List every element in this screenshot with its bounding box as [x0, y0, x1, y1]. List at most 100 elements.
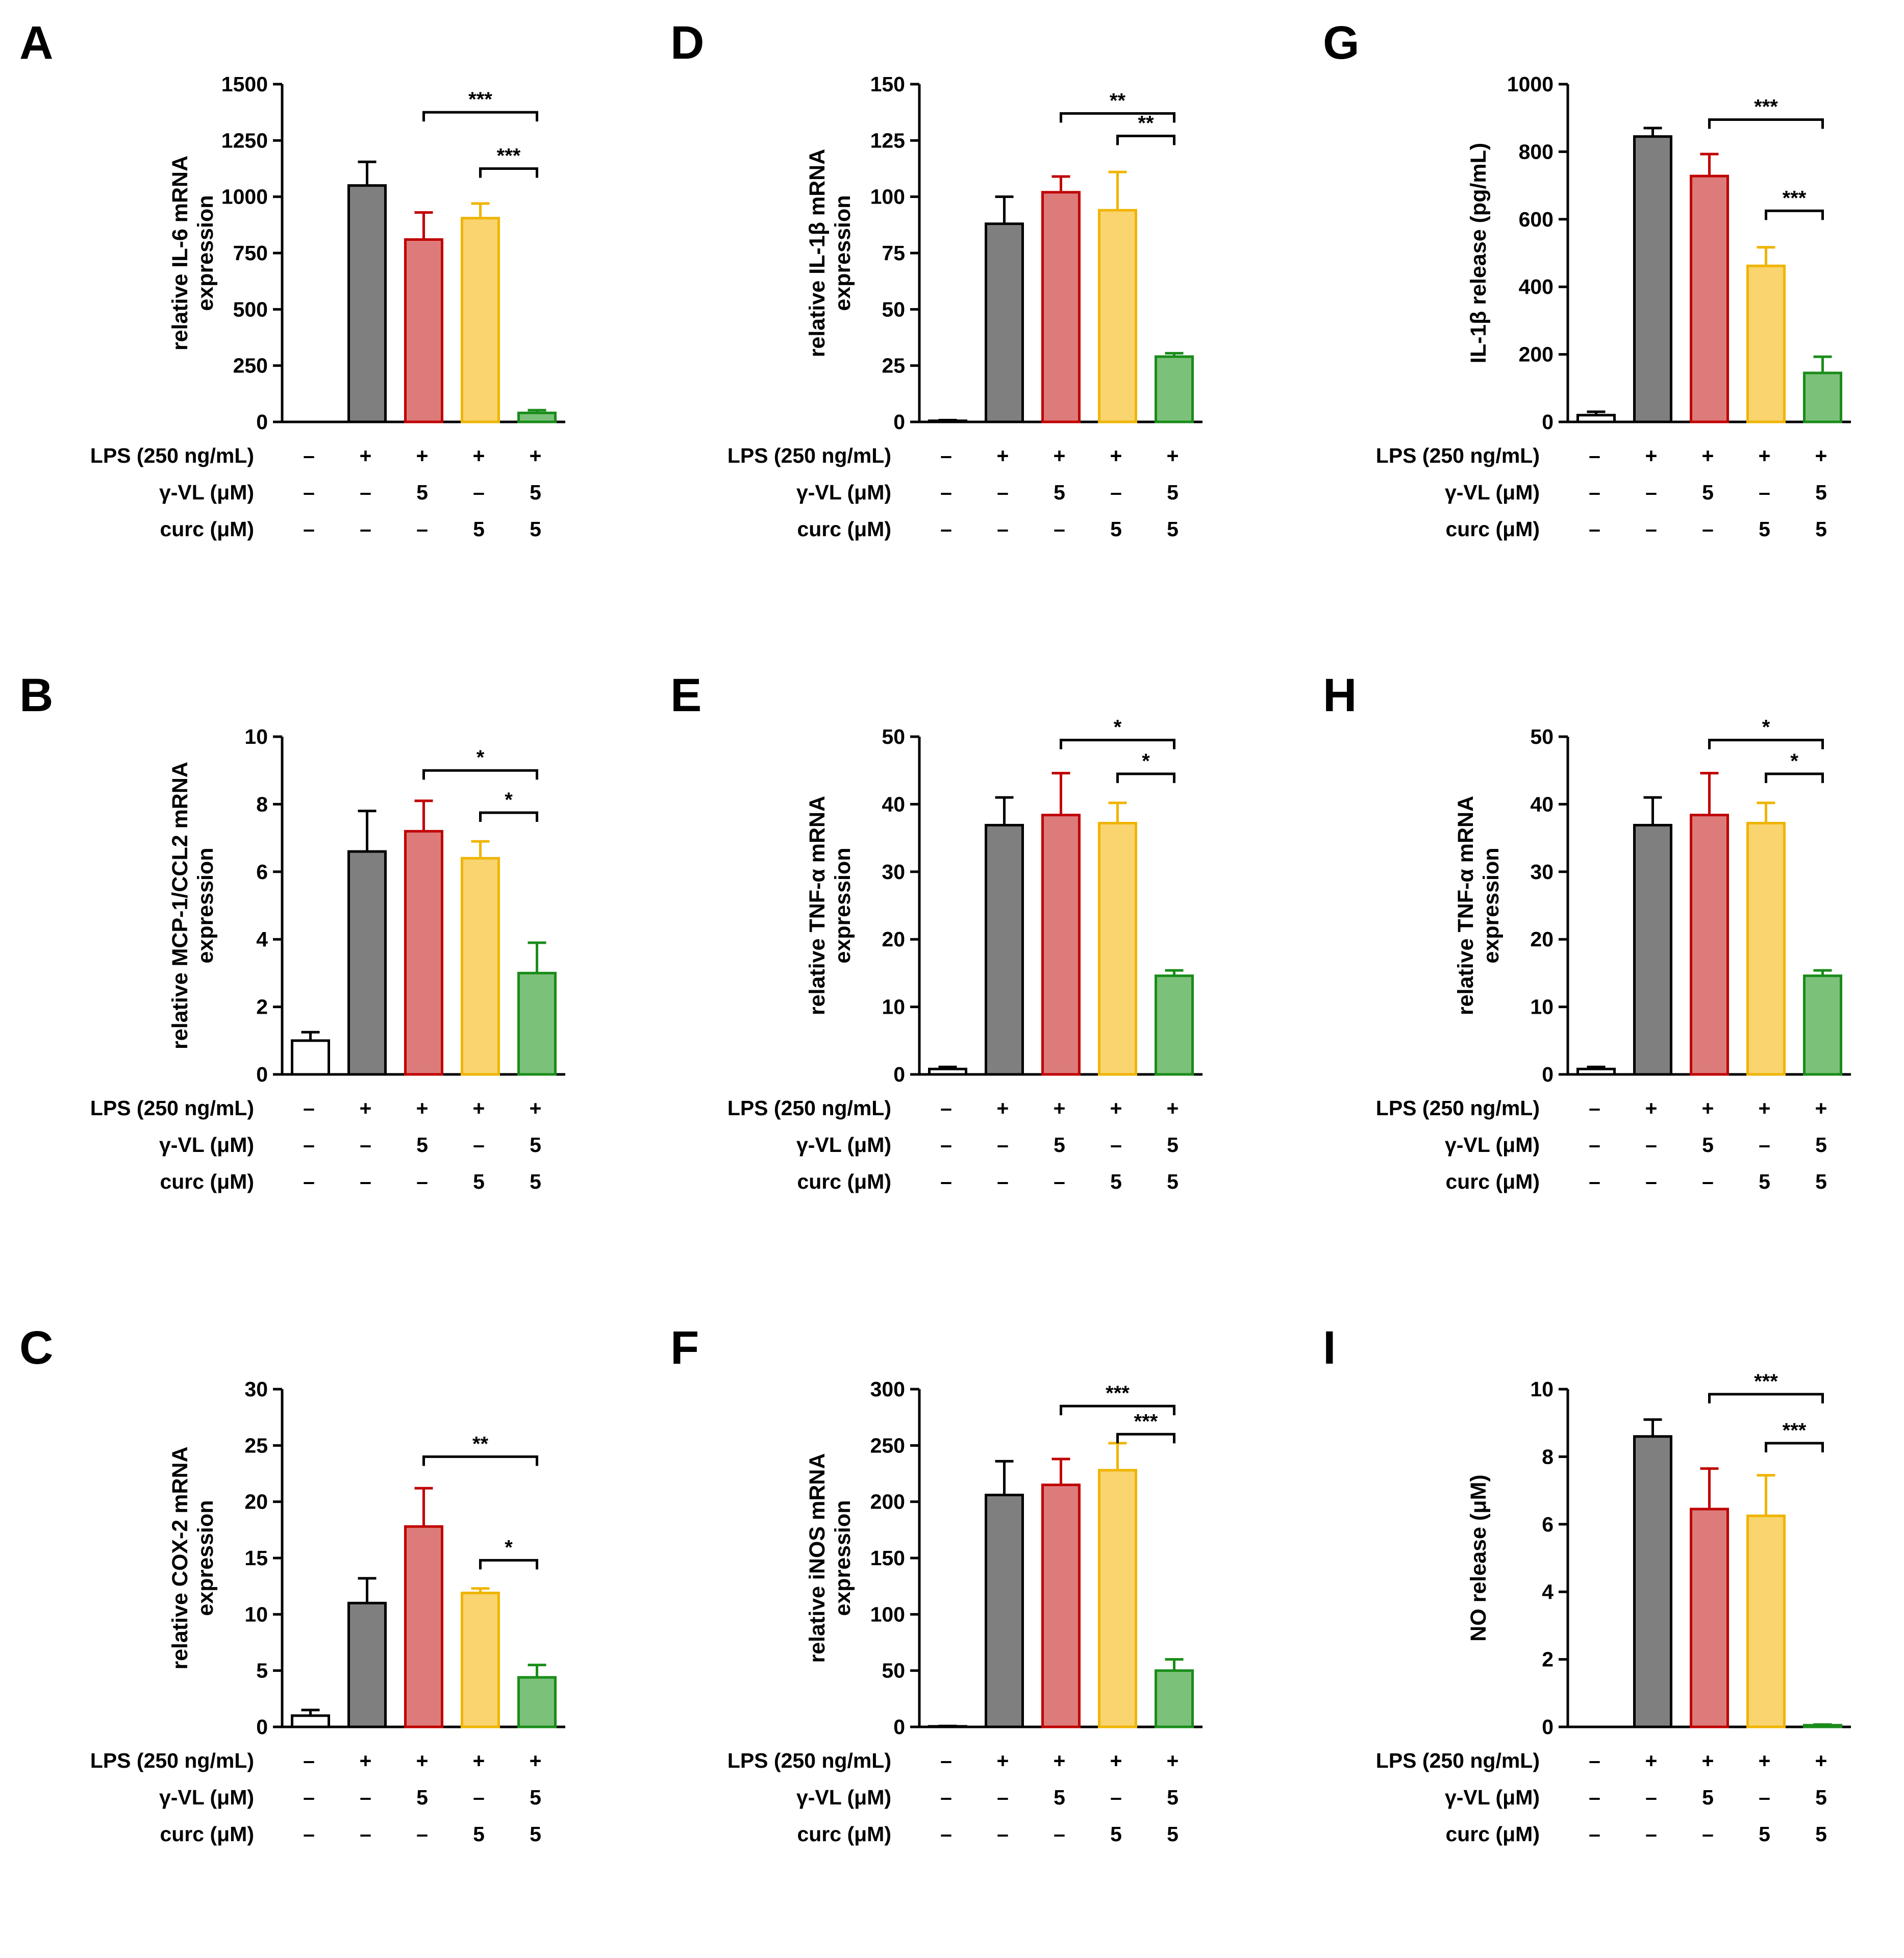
bar — [1633, 135, 1672, 423]
bar — [1746, 264, 1786, 423]
treatment-row-label: γ-VL (μM) — [159, 481, 254, 504]
treatment-cell: – — [1759, 481, 1770, 504]
bar — [404, 830, 443, 1076]
treatment-row-label: γ-VL (μM) — [159, 1786, 254, 1809]
treatment-row-label: curc (μM) — [1445, 1822, 1540, 1846]
chart-b: 0 2 4 6 8 10 relative MCP-1/CCL2 mRNA expressio… — [90, 725, 565, 1193]
panel-a: A 0 250 500 750 1000 1250 1500 relative IL-6 mR… — [0, 0, 635, 652]
significance-label: * — [1114, 716, 1122, 739]
treatment-cell: – — [303, 444, 315, 467]
y-axis-label: expression — [831, 195, 855, 311]
treatment-cell: – — [1054, 1822, 1065, 1846]
y-axis-label: expression — [831, 847, 855, 963]
chart-e: 0 10 20 30 40 50 relative TNF-α mRNA expression… — [728, 716, 1202, 1193]
treatment-cell: + — [360, 444, 372, 467]
treatment-cell: – — [997, 517, 1009, 541]
treatment-cell: – — [1110, 481, 1122, 504]
y-tick-label: 0 — [893, 1715, 905, 1739]
y-axis-label: expression — [193, 1500, 218, 1616]
treatment-cell: – — [1589, 1133, 1600, 1157]
treatment-cell: – — [1702, 1822, 1714, 1846]
chart-f: 0 50 100 150 200 250 300 relative iNOS mRNA expr… — [728, 1377, 1202, 1846]
treatment-cell: – — [1645, 1822, 1657, 1846]
panel-letter: F — [670, 1322, 699, 1374]
treatment-row-label: curc (μM) — [160, 517, 254, 541]
treatment-cell: – — [1589, 444, 1600, 467]
y-tick-label: 6 — [256, 860, 268, 884]
y-tick-label: 100 — [870, 185, 905, 209]
treatment-row-label: curc (μM) — [1445, 517, 1540, 541]
treatment-cell: – — [360, 1786, 371, 1809]
treatment-cell: – — [1589, 1170, 1600, 1193]
treatment-cell: 5 — [1167, 1170, 1179, 1193]
treatment-cell: – — [997, 481, 1009, 504]
treatment-row-label: γ-VL (μM) — [159, 1133, 254, 1157]
chart-c: 0 5 10 15 20 25 30 relative COX-2 mRNA expressio… — [90, 1377, 565, 1846]
bar — [1690, 814, 1729, 1076]
treatment-cell: – — [303, 1822, 315, 1846]
treatment-row-label: γ-VL (μM) — [796, 481, 891, 504]
treatment-cell: – — [1589, 1096, 1600, 1120]
y-tick-label: 50 — [882, 297, 905, 321]
y-axis-label: relative COX-2 mRNA — [168, 1446, 192, 1669]
treatment-cell: + — [1815, 1096, 1827, 1120]
y-tick-label: 10 — [1530, 1377, 1554, 1401]
treatment-cell: + — [1054, 1749, 1066, 1772]
treatment-cell: – — [1645, 1786, 1657, 1809]
treatment-cell: 5 — [1702, 1133, 1714, 1157]
significance-bracket — [1116, 1433, 1175, 1444]
treatment-cell: – — [360, 1170, 371, 1193]
y-axis-label: expression — [193, 195, 218, 311]
y-axis-label: expression — [193, 847, 218, 963]
treatment-cell: 5 — [530, 517, 541, 541]
treatment-cell: – — [940, 1749, 952, 1772]
treatment-cell: 5 — [1815, 1170, 1827, 1193]
significance-bracket — [1708, 118, 1824, 129]
treatment-cell: + — [997, 1749, 1009, 1772]
treatment-cell: – — [997, 1170, 1009, 1193]
bar — [1633, 1435, 1672, 1728]
treatment-cell: – — [1589, 481, 1600, 504]
y-axis-label: relative MCP-1/CCL2 mRNA — [168, 762, 192, 1049]
treatment-cell: 5 — [1702, 481, 1714, 504]
y-tick-label: 800 — [1519, 140, 1554, 163]
bar — [347, 184, 387, 423]
treatment-cell: 5 — [530, 1822, 541, 1846]
treatment-cell: + — [1759, 1749, 1771, 1772]
treatment-cell: + — [530, 1749, 542, 1772]
treatment-cell: – — [940, 517, 952, 541]
bar — [291, 1714, 330, 1728]
treatment-cell: – — [303, 517, 315, 541]
panel-i: I 0 2 4 6 8 10 NO release (μM) *** *** LPS (250 n… — [1269, 1305, 1904, 1957]
y-tick-label: 2 — [256, 995, 268, 1019]
treatment-cell: + — [473, 444, 485, 467]
significance-label: * — [1790, 750, 1798, 772]
significance-bracket — [1060, 1404, 1175, 1416]
significance-bracket — [1060, 739, 1175, 749]
treatment-row-label: γ-VL (μM) — [1445, 1786, 1540, 1809]
treatment-cell: 5 — [530, 1170, 541, 1193]
y-tick-label: 20 — [1530, 927, 1554, 951]
bar — [1746, 1514, 1786, 1728]
treatment-cell: 5 — [473, 517, 485, 541]
treatment-cell: 5 — [1815, 481, 1827, 504]
y-axis-label: NO release (μM) — [1466, 1474, 1491, 1641]
y-tick-label: 125 — [870, 129, 905, 152]
treatment-row-label: LPS (250 ng/mL) — [1376, 1749, 1540, 1772]
treatment-cell: – — [997, 1133, 1009, 1157]
y-axis-label: expression — [1479, 847, 1504, 963]
treatment-cell: + — [1054, 444, 1066, 467]
panel-letter: A — [19, 17, 54, 69]
treatment-cell: + — [1759, 444, 1771, 467]
treatment-cell: – — [416, 517, 428, 541]
y-axis-label: relative TNF-α mRNA — [1454, 796, 1478, 1015]
bar — [1155, 1669, 1194, 1728]
y-tick-label: 10 — [244, 725, 268, 748]
treatment-cell: 5 — [473, 1822, 485, 1846]
y-tick-label: 25 — [882, 354, 905, 378]
panel-e: E 0 10 20 30 40 50 relative TNF-α mRNA expressi… — [635, 652, 1269, 1305]
significance-label: *** — [1106, 1382, 1130, 1404]
y-axis-label: relative TNF-α mRNA — [805, 796, 830, 1015]
y-tick-label: 20 — [244, 1490, 268, 1514]
panel-c: C 0 5 10 15 20 25 30 relative COX-2 mRNA express… — [0, 1305, 635, 1957]
